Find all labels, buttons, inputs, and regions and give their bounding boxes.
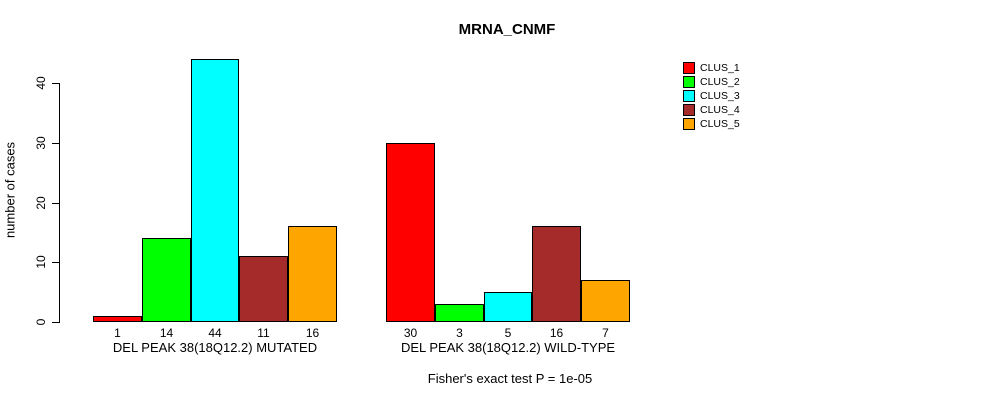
chart-title: MRNA_CNMF <box>458 21 556 38</box>
legend-label: CLUS_5 <box>700 118 740 130</box>
y-axis-tick-label: 20 <box>34 196 48 210</box>
legend-item-clus_2: CLUS_2 <box>683 75 740 89</box>
group-label-mutated: DEL PEAK 38(18Q12.2) MUTATED <box>112 340 318 355</box>
y-axis-tick-label: 40 <box>34 76 48 90</box>
bar-value-label: 11 <box>257 326 270 340</box>
bar-wildtype-clus_1 <box>386 143 435 322</box>
y-axis-tick <box>52 203 59 204</box>
y-axis-tick <box>52 83 59 84</box>
bar-value-label: 7 <box>602 326 609 340</box>
legend-swatch-icon <box>683 104 695 116</box>
y-axis-tick <box>52 143 59 144</box>
bar-mutated-clus_2 <box>142 238 191 322</box>
bar-value-label: 44 <box>208 326 222 340</box>
legend-swatch-icon <box>683 62 695 74</box>
legend-label: CLUS_3 <box>700 90 740 102</box>
bar-wildtype-clus_5 <box>581 280 630 322</box>
legend-label: CLUS_2 <box>700 76 740 88</box>
legend-label: CLUS_4 <box>700 104 740 116</box>
y-axis-line <box>59 83 60 323</box>
bar-wildtype-clus_4 <box>532 226 581 322</box>
y-axis-tick-label: 30 <box>34 136 48 150</box>
legend-item-clus_5: CLUS_5 <box>683 117 740 131</box>
bar-value-label: 16 <box>305 326 320 340</box>
bar-value-label: 16 <box>549 326 564 340</box>
bar-value-label: 3 <box>456 326 463 340</box>
legend-item-clus_1: CLUS_1 <box>683 61 740 75</box>
legend-swatch-icon <box>683 90 695 102</box>
bar-value-label: 14 <box>159 326 174 340</box>
bar-mutated-clus_1 <box>93 316 142 322</box>
legend-swatch-icon <box>683 76 695 88</box>
y-axis-tick-label: 10 <box>34 255 48 269</box>
bar-value-label: 1 <box>114 326 121 340</box>
y-axis-tick <box>52 322 59 323</box>
bar-wildtype-clus_3 <box>484 292 532 322</box>
bar-mutated-clus_4 <box>239 256 288 322</box>
bar-mutated-clus_5 <box>288 226 337 322</box>
bar-value-label: 30 <box>403 326 418 340</box>
bar-value-label: 5 <box>504 326 512 340</box>
legend-label: CLUS_1 <box>700 62 740 74</box>
y-axis-tick-label: 0 <box>34 318 48 326</box>
bar-wildtype-clus_2 <box>435 304 484 322</box>
legend: CLUS_1 CLUS_2 CLUS_3 CLUS_4 CLUS_5 <box>683 61 740 131</box>
group-label-wildtype: DEL PEAK 38(18Q12.2) WILD-TYPE <box>400 340 616 355</box>
legend-item-clus_4: CLUS_4 <box>683 103 740 117</box>
legend-item-clus_3: CLUS_3 <box>683 89 740 103</box>
annotation-text: Fisher's exact test P = 1e-05 <box>427 371 593 386</box>
legend-swatch-icon <box>683 118 695 130</box>
y-axis-label: number of cases <box>2 141 18 239</box>
y-axis-tick <box>52 262 59 263</box>
bar-mutated-clus_3 <box>191 59 239 322</box>
